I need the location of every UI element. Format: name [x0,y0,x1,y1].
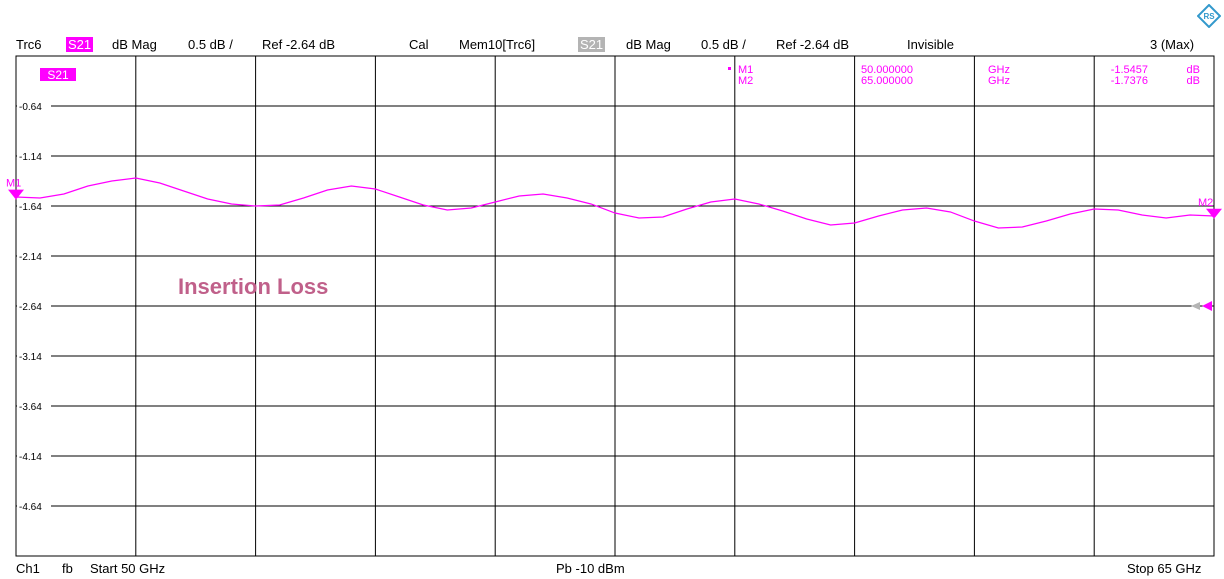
marker-m2-icon[interactable] [1206,208,1222,219]
y-tick-label: -2.14 [19,252,42,263]
tick-label-background [17,298,51,312]
sweep-type[interactable]: fb [62,561,73,576]
plot-frame [15,55,1215,557]
marker-m2-label: M2 [1198,197,1213,209]
y-tick-label: -4.14 [19,452,42,463]
tick-label-background [17,398,51,412]
active-marker-dot [728,67,731,70]
trace-param-tag[interactable]: S21 [66,37,94,52]
trace-format[interactable]: dB Mag [112,37,157,52]
memory-ref[interactable]: Ref -2.64 dB [776,37,849,52]
power-level[interactable]: Pb -10 dBm [556,561,625,576]
insertion-loss-annotation: Insertion Loss [178,274,328,299]
y-tick-label: -4.64 [19,502,42,513]
y-tick-label: -1.14 [19,152,42,163]
reference-level-arrow[interactable] [1202,301,1212,311]
start-frequency[interactable]: Start 50 GHz [90,561,166,576]
memory-format[interactable]: dB Mag [626,37,671,52]
marker-info-response[interactable]: -1.7376 [1111,75,1148,87]
marker-info-response-unit[interactable]: dB [1187,75,1200,87]
memory-scale[interactable]: 0.5 dB / [701,37,746,52]
tick-label-background [17,148,51,162]
memory-state[interactable]: Invisible [907,37,954,52]
trace-label: S21 [47,68,69,82]
marker-info-unit[interactable]: GHz [988,75,1010,87]
marker-m1-icon[interactable] [8,189,24,200]
stop-frequency[interactable]: Stop 65 GHz [1127,561,1202,576]
memory-trace-name[interactable]: Mem10[Trc6] [459,37,536,52]
tick-label-background [17,98,51,112]
trace-scale[interactable]: 0.5 dB / [188,37,233,52]
y-tick-label: -0.64 [19,102,42,113]
marker-info-response-unit[interactable]: dB [1187,64,1200,76]
tick-label-background [17,498,51,512]
trace-s21-line[interactable] [15,177,1215,229]
trace-ref[interactable]: Ref -2.64 dB [262,37,335,52]
tick-label-background [17,348,51,362]
trace-label-tag[interactable] [40,68,76,81]
marker-m1-label: M1 [6,178,21,190]
svg-text:RS: RS [1203,12,1215,21]
memory-param-tag[interactable]: S21 [578,37,606,52]
marker-info-name[interactable]: M1 [738,64,753,76]
tick-label-background [17,448,51,462]
trace-cal[interactable]: Cal [409,37,429,52]
tick-label-background [17,248,51,262]
trace-name[interactable]: Trc6 [16,37,42,52]
window-number: 3 (Max) [1150,37,1195,52]
marker-info-stimulus[interactable]: 65.000000 [861,75,913,87]
marker-info-unit[interactable]: GHz [988,64,1010,76]
marker-info-stimulus[interactable]: 50.000000 [861,64,913,76]
rohde-schwarz-logo-icon: RS [1197,4,1221,28]
marker-info-response[interactable]: -1.5457 [1111,64,1148,76]
y-tick-label: -1.64 [19,202,42,213]
y-tick-label: -2.64 [19,302,42,313]
tick-label-background [17,198,51,212]
marker-info-name[interactable]: M2 [738,75,753,87]
y-tick-label: -3.14 [19,352,42,363]
memory-reference-arrow [1191,302,1200,310]
channel-label[interactable]: Ch1 [16,561,40,576]
y-tick-label: -3.64 [19,402,42,413]
